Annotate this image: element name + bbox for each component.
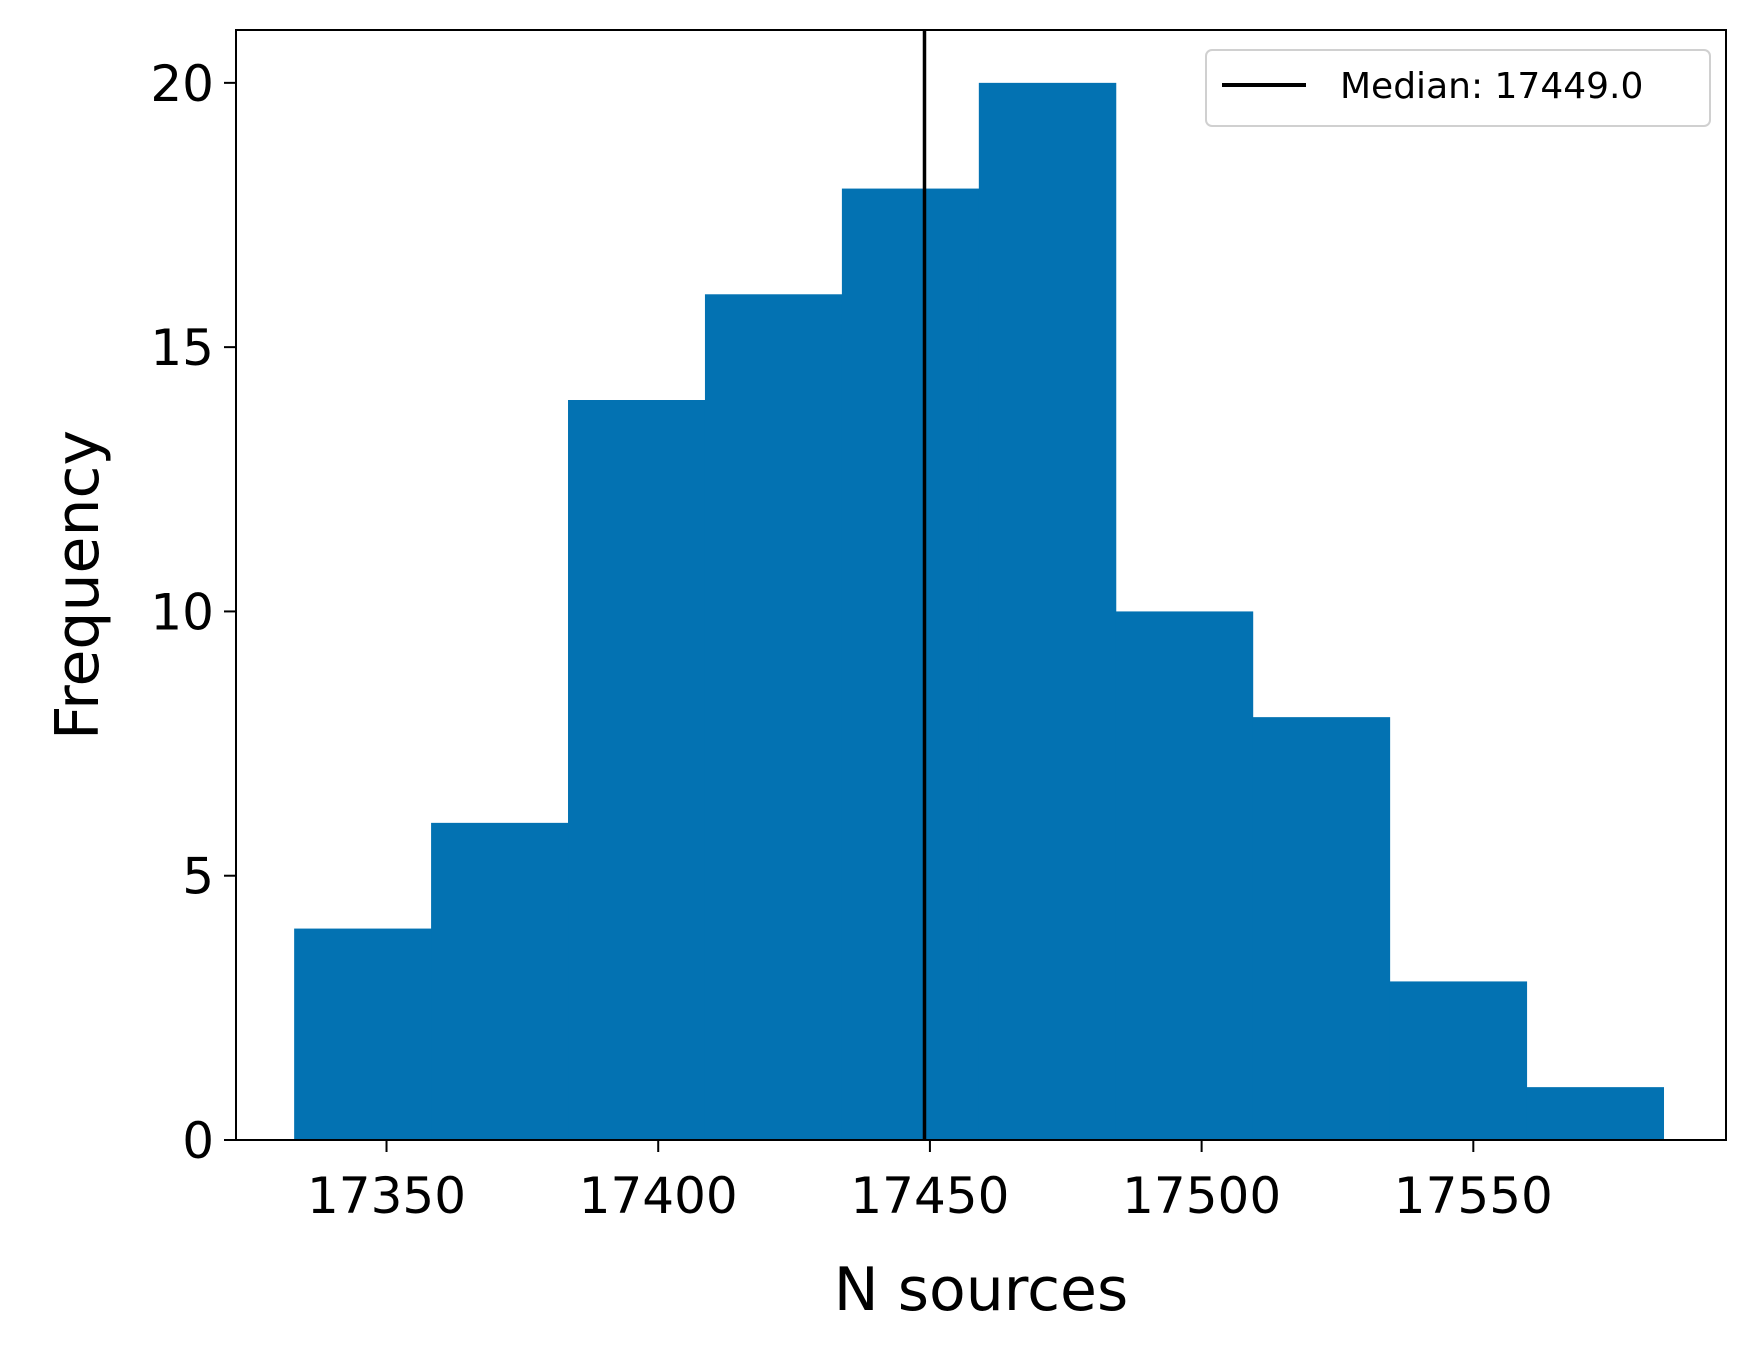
histogram-bar-4 (704, 294, 843, 1140)
plot-area-frame (235, 29, 1727, 1141)
x-tick-label: 17500 (1122, 1167, 1281, 1225)
histogram-bar-5 (841, 188, 980, 1141)
histogram-bar-9 (1389, 981, 1528, 1140)
histogram-bar-2 (431, 822, 569, 1140)
y-tick-label: 5 (182, 848, 214, 906)
y-tick-label: 20 (150, 55, 214, 113)
legend-median-label: Median: 17449.0 (1340, 66, 1643, 107)
x-tick-label: 17350 (307, 1167, 466, 1225)
x-tick-label: 17450 (850, 1167, 1009, 1225)
y-tick-label: 0 (182, 1112, 214, 1170)
histogram-bar-3 (568, 400, 706, 1140)
x-tick-label: 17550 (1394, 1167, 1553, 1225)
x-tick-label: 17400 (579, 1167, 738, 1225)
x-axis-ticks: 17350 17400 17450 17500 17550 (307, 1140, 1553, 1225)
legend: Median: 17449.0 (1205, 49, 1711, 127)
histogram-bar-8 (1252, 717, 1391, 1140)
y-axis-ticks: 0 5 10 15 20 (150, 55, 236, 1170)
histogram-bars (294, 82, 1665, 1141)
histogram-bar-1 (294, 928, 432, 1140)
histogram-bar-7 (1115, 611, 1254, 1140)
histogram-bar-10 (1526, 1087, 1665, 1140)
y-tick-label: 10 (150, 583, 214, 641)
x-axis-label: N sources (834, 1255, 1128, 1325)
y-tick-label: 15 (150, 319, 214, 377)
legend-box (1205, 49, 1711, 127)
histogram-bar-6 (978, 82, 1117, 1140)
y-axis-label: Frequency (43, 430, 113, 740)
